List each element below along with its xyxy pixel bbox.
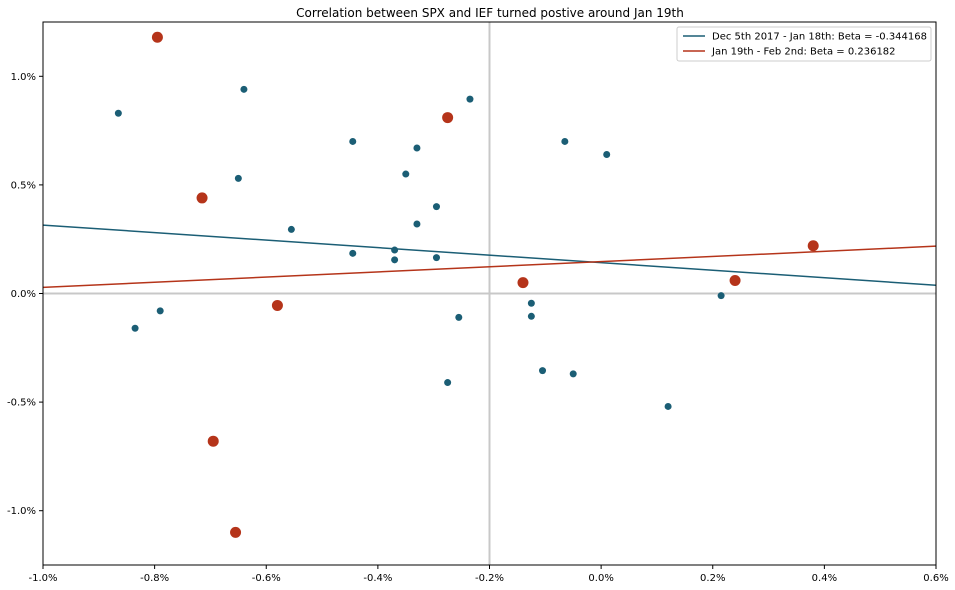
fit-line-series-1 bbox=[43, 224, 936, 286]
plot-area bbox=[43, 22, 936, 565]
legend-items: Dec 5th 2017 - Jan 18th: Beta = -0.34416… bbox=[683, 32, 927, 58]
legend-label-series-1: Dec 5th 2017 - Jan 18th: Beta = -0.34416… bbox=[712, 32, 927, 43]
x-tick-label: 0.4% bbox=[812, 573, 837, 584]
x-tick-label: 0.0% bbox=[588, 573, 613, 584]
data-point-series-1 bbox=[349, 249, 357, 257]
data-point-series-1 bbox=[466, 95, 474, 103]
chart-title: Correlation between SPX and IEF turned p… bbox=[296, 6, 684, 20]
x-tick-label: 0.2% bbox=[700, 573, 725, 584]
y-tick-label: -1.0% bbox=[7, 506, 36, 517]
data-point-series-1 bbox=[539, 367, 547, 375]
y-axis: 1.0% 0.5% 0.0% -0.5% -1.0% bbox=[7, 72, 43, 517]
data-point-series-1 bbox=[603, 150, 611, 158]
data-point-series-1 bbox=[156, 307, 164, 315]
legend: Dec 5th 2017 - Jan 18th: Beta = -0.34416… bbox=[676, 26, 932, 62]
data-point-series-1 bbox=[432, 203, 440, 211]
x-tick-label: -1.0% bbox=[28, 573, 57, 584]
x-tick-label: -0.4% bbox=[363, 573, 392, 584]
y-tick-label: 0.5% bbox=[11, 180, 36, 191]
data-point-series-2 bbox=[807, 240, 819, 252]
data-point-series-1 bbox=[444, 379, 452, 387]
legend-box bbox=[676, 26, 932, 62]
fit-line-series-2 bbox=[43, 245, 936, 289]
data-point-series-1 bbox=[569, 370, 577, 378]
data-point-series-1 bbox=[114, 109, 122, 117]
data-point-series-1 bbox=[455, 313, 463, 321]
data-point-series-1 bbox=[234, 174, 242, 182]
data-point-series-2 bbox=[517, 277, 529, 289]
data-point-series-2 bbox=[207, 435, 219, 447]
data-point-series-1 bbox=[432, 254, 440, 262]
data-point-series-1 bbox=[131, 324, 139, 332]
data-point-series-1 bbox=[413, 220, 421, 228]
data-point-series-1 bbox=[349, 137, 357, 145]
data-point-series-1 bbox=[402, 170, 410, 178]
plot-content bbox=[43, 22, 936, 565]
x-tick-label: -0.8% bbox=[140, 573, 169, 584]
data-point-series-1 bbox=[717, 292, 725, 300]
y-tick-label: 0.0% bbox=[11, 289, 36, 300]
y-tick-label: -0.5% bbox=[7, 398, 36, 409]
data-point-series-2 bbox=[196, 192, 208, 204]
data-point-series-1 bbox=[413, 144, 421, 152]
data-point-series-1 bbox=[391, 246, 399, 254]
data-point-series-1 bbox=[527, 299, 535, 307]
data-point-series-2 bbox=[729, 274, 741, 286]
data-point-series-1 bbox=[391, 256, 399, 264]
x-tick-label: 0.6% bbox=[923, 573, 948, 584]
data-point-series-2 bbox=[271, 299, 283, 311]
legend-label-series-2: Jan 19th - Feb 2nd: Beta = 0.236182 bbox=[711, 47, 896, 58]
x-tick-label: -0.6% bbox=[252, 573, 281, 584]
data-point-series-1 bbox=[561, 137, 569, 145]
data-point-series-1 bbox=[527, 312, 535, 320]
x-axis: -1.0% -0.8% -0.6% -0.4% -0.2% 0.0% 0.2% 0.4% 0.6… bbox=[28, 565, 949, 584]
y-tick-label: 1.0% bbox=[11, 72, 36, 83]
data-point-series-2 bbox=[442, 112, 454, 124]
x-tick-label: -0.2% bbox=[475, 573, 504, 584]
data-point-series-1 bbox=[664, 402, 672, 410]
data-point-series-2 bbox=[230, 526, 242, 538]
data-point-series-2 bbox=[151, 31, 163, 43]
data-point-series-1 bbox=[287, 225, 295, 233]
data-point-series-1 bbox=[240, 85, 248, 93]
